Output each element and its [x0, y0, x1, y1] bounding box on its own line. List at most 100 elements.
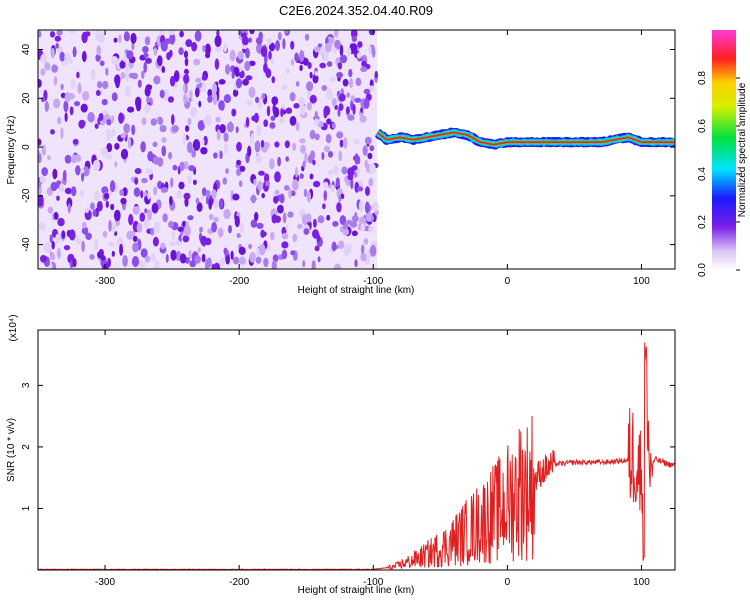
noise-blob	[102, 80, 109, 90]
noise-blob	[170, 177, 174, 188]
noise-blob	[230, 250, 234, 260]
noise-blob	[40, 254, 47, 263]
noise-blob	[306, 81, 314, 92]
noise-blob	[340, 193, 345, 200]
noise-blob	[189, 260, 197, 268]
noise-blob	[144, 36, 151, 46]
noise-blob	[207, 88, 213, 98]
noise-blob	[254, 211, 259, 222]
noise-blob	[41, 167, 48, 177]
noise-blob	[147, 151, 154, 162]
noise-blob	[248, 86, 256, 98]
noise-blob	[97, 32, 105, 44]
noise-blob	[343, 222, 349, 231]
noise-blob	[303, 228, 310, 235]
noise-blob	[290, 190, 296, 197]
noise-blob	[50, 252, 56, 261]
noise-blob	[261, 93, 266, 100]
noise-blob	[356, 186, 364, 192]
noise-blob	[99, 60, 105, 67]
noise-blob	[120, 133, 127, 139]
bottom-xtick-label: -100	[363, 577, 383, 588]
noise-blob	[96, 45, 101, 56]
noise-blob	[111, 128, 116, 137]
noise-blob	[64, 187, 72, 195]
noise-blob	[168, 30, 176, 36]
noise-blob	[110, 180, 116, 193]
noise-blob	[350, 178, 354, 190]
noise-blob	[50, 181, 58, 192]
noise-blob	[313, 180, 321, 188]
top-ytick-label: 0	[21, 144, 32, 150]
noise-blob	[131, 256, 140, 268]
noise-blob	[150, 227, 155, 236]
noise-blob	[339, 54, 348, 64]
noise-blob	[161, 145, 166, 157]
noise-blob	[282, 38, 286, 50]
noise-blob	[317, 215, 325, 224]
noise-blob	[317, 256, 321, 263]
noise-blob	[261, 193, 266, 199]
noise-blob	[131, 42, 135, 51]
noise-blob	[144, 208, 148, 214]
noise-blob	[338, 93, 346, 102]
noise-blob	[349, 77, 354, 89]
noise-blob	[41, 144, 46, 156]
noise-blob	[72, 258, 77, 268]
noise-blob	[153, 221, 161, 234]
noise-blob	[271, 96, 279, 106]
noise-blob	[161, 66, 166, 73]
noise-blob	[183, 93, 188, 105]
noise-blob	[263, 119, 269, 127]
noise-blob	[368, 45, 372, 56]
noise-blob	[90, 69, 96, 81]
noise-blob	[188, 249, 192, 260]
noise-blob	[50, 129, 55, 135]
noise-blob	[354, 97, 362, 103]
noise-blob	[367, 152, 373, 160]
noise-blob	[300, 103, 306, 116]
noise-blob	[113, 209, 121, 222]
noise-blob	[64, 92, 71, 103]
noise-blob	[235, 126, 239, 134]
noise-blob	[339, 139, 344, 148]
noise-blob	[311, 260, 316, 269]
colorbar-tick-label: 0.8	[697, 71, 708, 85]
noise-blob	[309, 94, 317, 104]
noise-blob	[153, 75, 161, 85]
noise-blob	[223, 208, 231, 220]
noise-blob	[52, 168, 58, 180]
noise-blob	[217, 227, 224, 238]
noise-blob	[333, 165, 339, 176]
noise-blob	[229, 49, 236, 62]
noise-blob	[212, 82, 217, 95]
noise-blob	[183, 50, 189, 59]
noise-blob	[239, 165, 246, 172]
noise-blob	[197, 247, 201, 253]
noise-blob	[289, 92, 296, 102]
noise-blob	[240, 30, 248, 35]
noise-blob	[231, 71, 235, 79]
noise-blob	[141, 177, 148, 184]
noise-blob	[299, 64, 303, 72]
noise-blob	[67, 203, 71, 214]
noise-blob	[321, 152, 325, 160]
noise-blob	[51, 64, 58, 73]
bottom-ytick-label: 3	[21, 382, 32, 388]
noise-blob	[134, 168, 142, 175]
noise-blob	[38, 138, 42, 145]
noise-blob	[95, 54, 101, 62]
bottom-xlabel: Height of straight line (km)	[298, 585, 415, 596]
noise-blob	[49, 234, 53, 243]
noise-blob	[73, 101, 81, 107]
noise-blob	[314, 70, 318, 77]
noise-blob	[365, 186, 370, 197]
noise-blob	[360, 66, 368, 73]
noise-blob	[108, 241, 115, 247]
noise-blob	[334, 39, 341, 50]
noise-blob	[336, 131, 344, 139]
bottom-ylabel: SNR (10 * v/v)	[6, 418, 17, 482]
noise-region	[38, 30, 378, 269]
noise-blob	[357, 155, 361, 165]
noise-blob	[325, 133, 332, 144]
